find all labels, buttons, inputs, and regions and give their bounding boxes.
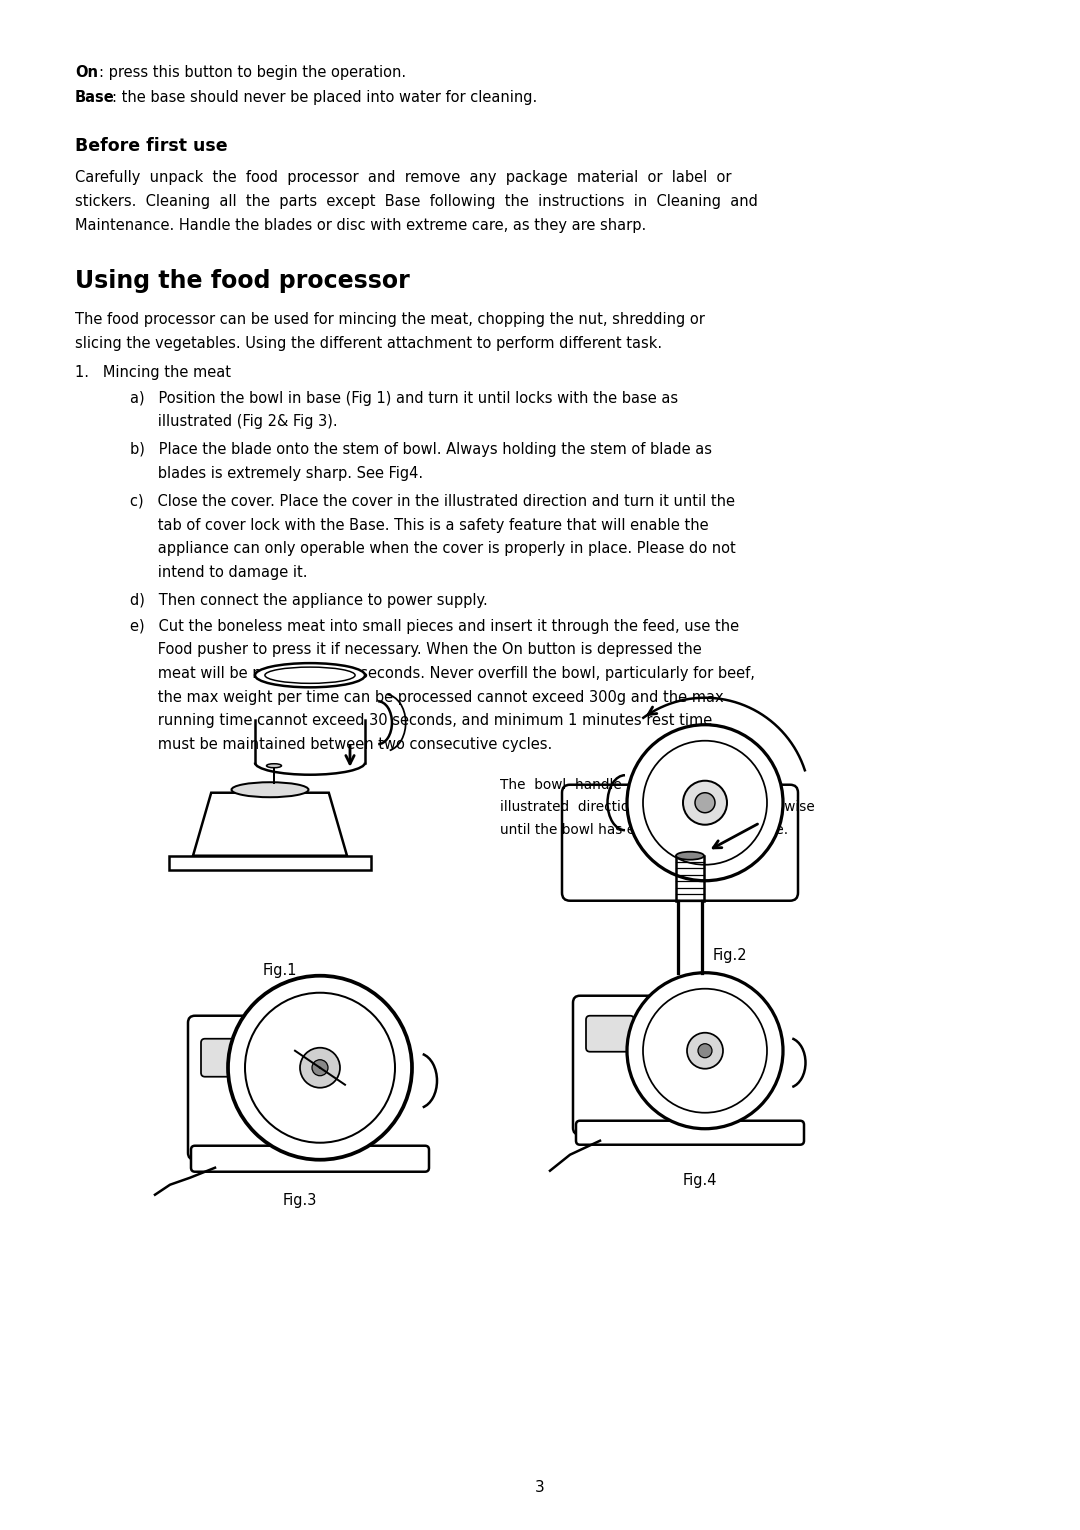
Text: Base: Base: [75, 90, 114, 104]
Text: until the bowl has engaged with the base.: until the bowl has engaged with the base…: [500, 823, 788, 837]
Text: must be maintained between two consecutive cycles.: must be maintained between two consecuti…: [130, 737, 552, 751]
Text: Fig.1: Fig.1: [262, 962, 297, 978]
Text: : press this button to begin the operation.: : press this button to begin the operati…: [99, 64, 406, 80]
Text: On: On: [75, 64, 98, 80]
Text: c)   Close the cover. Place the cover in the illustrated direction and turn it u: c) Close the cover. Place the cover in t…: [130, 494, 735, 509]
Text: Fig.4: Fig.4: [683, 1172, 717, 1187]
Text: Food pusher to press it if necessary. When the On button is depressed the: Food pusher to press it if necessary. Wh…: [130, 643, 702, 658]
Text: intend to damage it.: intend to damage it.: [130, 565, 308, 580]
Text: slicing the vegetables. Using the different attachment to perform different task: slicing the vegetables. Using the differ…: [75, 337, 662, 350]
Text: running time cannot exceed 30 seconds, and minimum 1 minutes rest time: running time cannot exceed 30 seconds, a…: [130, 713, 712, 728]
Ellipse shape: [267, 763, 282, 768]
Text: meat will be minced within seconds. Never overfill the bowl, particularly for be: meat will be minced within seconds. Neve…: [130, 666, 755, 681]
Circle shape: [696, 793, 715, 812]
Circle shape: [312, 1060, 328, 1076]
Text: appliance can only operable when the cover is properly in place. Please do not: appliance can only operable when the cov…: [130, 542, 735, 557]
FancyBboxPatch shape: [586, 1016, 634, 1051]
Circle shape: [698, 1043, 712, 1057]
Polygon shape: [193, 793, 347, 855]
Circle shape: [228, 976, 411, 1160]
Text: Using the food processor: Using the food processor: [75, 269, 409, 294]
Ellipse shape: [231, 782, 309, 797]
Text: Fig.2: Fig.2: [713, 947, 747, 962]
Text: b)   Place the blade onto the stem of bowl. Always holding the stem of blade as: b) Place the blade onto the stem of bowl…: [130, 442, 712, 457]
Text: The food processor can be used for mincing the meat, chopping the nut, shredding: The food processor can be used for minci…: [75, 312, 705, 327]
Text: : the base should never be placed into water for cleaning.: : the base should never be placed into w…: [112, 90, 537, 104]
FancyBboxPatch shape: [201, 1039, 254, 1077]
Text: the max weight per time can be processed cannot exceed 300g and the max: the max weight per time can be processed…: [130, 690, 724, 705]
Ellipse shape: [676, 852, 704, 860]
Text: blades is extremely sharp. See Fig4.: blades is extremely sharp. See Fig4.: [130, 467, 423, 480]
FancyBboxPatch shape: [573, 996, 687, 1135]
Circle shape: [627, 725, 783, 881]
Ellipse shape: [255, 662, 365, 687]
Text: Before first use: Before first use: [75, 138, 228, 155]
Text: e)   Cut the boneless meat into small pieces and insert it through the feed, use: e) Cut the boneless meat into small piec…: [130, 618, 739, 633]
Text: Carefully  unpack  the  food  processor  and  remove  any  package  material  or: Carefully unpack the food processor and …: [75, 170, 731, 185]
Text: 1.   Mincing the meat: 1. Mincing the meat: [75, 366, 231, 379]
Text: stickers.  Cleaning  all  the  parts  except  Base  following  the  instructions: stickers. Cleaning all the parts except …: [75, 194, 758, 210]
Polygon shape: [170, 855, 370, 869]
Circle shape: [627, 973, 783, 1129]
FancyBboxPatch shape: [191, 1146, 429, 1172]
Text: Fig.3: Fig.3: [283, 1193, 318, 1207]
Circle shape: [687, 1033, 723, 1069]
Text: a)   Position the bowl in base (Fig 1) and turn it until locks with the base as: a) Position the bowl in base (Fig 1) and…: [130, 390, 678, 405]
Text: Maintenance. Handle the blades or disc with extreme care, as they are sharp.: Maintenance. Handle the blades or disc w…: [75, 217, 646, 233]
Text: The  bowl  handle  has  been  placed  as: The bowl handle has been placed as: [500, 777, 777, 791]
Circle shape: [300, 1048, 340, 1088]
FancyBboxPatch shape: [188, 1016, 307, 1160]
Text: illustrated (Fig 2& Fig 3).: illustrated (Fig 2& Fig 3).: [130, 415, 338, 430]
Text: illustrated  direction.  Then  turn  it  clockwise: illustrated direction. Then turn it cloc…: [500, 800, 814, 814]
Text: d)   Then connect the appliance to power supply.: d) Then connect the appliance to power s…: [130, 592, 488, 607]
FancyBboxPatch shape: [562, 785, 798, 901]
Circle shape: [683, 780, 727, 825]
FancyBboxPatch shape: [576, 1120, 804, 1144]
Text: 3: 3: [535, 1480, 545, 1495]
Text: tab of cover lock with the Base. This is a safety feature that will enable the: tab of cover lock with the Base. This is…: [130, 517, 708, 532]
